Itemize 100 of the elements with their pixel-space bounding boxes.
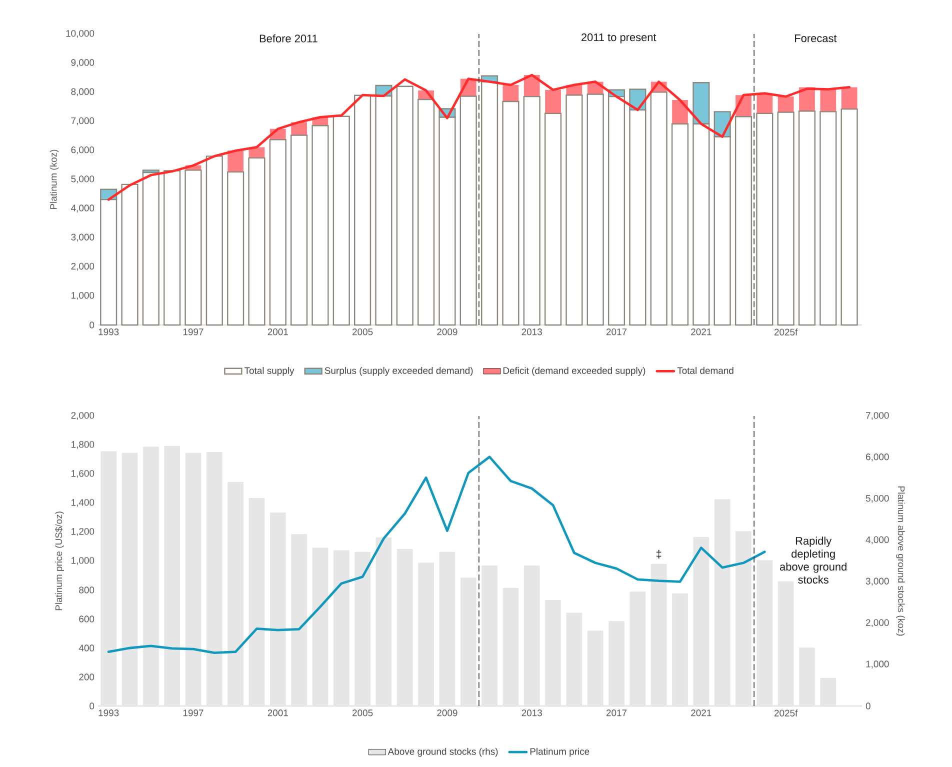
bar (820, 111, 837, 326)
bar (672, 100, 688, 124)
x-tick-label: 2001 (268, 710, 288, 716)
y-tick-label: 9,000 (71, 59, 94, 68)
x-tick-label: 1997 (183, 328, 204, 336)
bar (482, 566, 498, 706)
y-tick-label: 600 (79, 616, 94, 622)
y-axis-title: Platinum price (US$/oz) (54, 512, 64, 610)
bar (376, 537, 392, 706)
bar (460, 578, 476, 706)
bar (502, 588, 519, 706)
bar (248, 498, 265, 706)
bar (608, 621, 624, 706)
y-tick-label: 1,200 (72, 528, 94, 536)
bar (122, 452, 138, 706)
y-tick-label: 400 (78, 644, 94, 652)
bar (142, 446, 159, 706)
x-tick-label: 2013 (522, 328, 542, 336)
annotation: ‡ (656, 550, 662, 559)
bar (650, 564, 667, 706)
y-tick-label: 2,000 (71, 262, 94, 271)
bar (650, 92, 668, 326)
bar (354, 94, 372, 326)
bar (756, 560, 773, 706)
bar (354, 552, 370, 706)
bar (672, 593, 688, 706)
annotation: 2011 to present (582, 33, 656, 44)
y-tick-label: 2,000 (71, 412, 94, 420)
y2-tick-label: 3,000 (866, 578, 889, 586)
bar (778, 581, 794, 706)
y-tick-label: 1,600 (72, 470, 94, 478)
bar (228, 482, 244, 706)
y-tick-label: 1,000 (72, 557, 94, 565)
legend-label: Total supply (244, 367, 294, 376)
x-tick-label: 2021 (691, 328, 712, 336)
bar (269, 139, 286, 326)
x-tick-label: 1997 (183, 710, 204, 716)
bar (736, 531, 752, 706)
bar (121, 184, 138, 326)
bar (544, 112, 562, 326)
y-tick-label: 10,000 (66, 30, 94, 38)
y-tick-label: 0 (90, 322, 94, 328)
bar (524, 566, 540, 706)
bar (820, 678, 836, 706)
bar (502, 84, 519, 102)
x-tick-label: 2025f (774, 710, 798, 716)
bar (418, 562, 434, 706)
bar (756, 93, 773, 114)
y-tick-label: 8,000 (71, 88, 94, 96)
line-series (107, 74, 851, 201)
x-tick-label: 1993 (98, 328, 119, 336)
y-tick-label: 6,000 (71, 146, 94, 154)
bar (502, 100, 520, 326)
legend-label: Surplus (supply exceeded demand) (324, 367, 473, 376)
y2-tick-label: 5,000 (866, 494, 889, 503)
bar (840, 108, 858, 326)
x-tick-label: 2021 (691, 710, 712, 716)
bar (566, 612, 582, 706)
legend-label: Above ground stocks (rhs) (388, 748, 498, 757)
annotation: Before 2011 (260, 34, 318, 42)
x-tick-label: 2017 (606, 710, 627, 716)
bar (734, 116, 752, 326)
line-series (107, 456, 766, 654)
y-tick-label: 1,000 (72, 292, 94, 300)
x-tick-label: 2017 (606, 328, 627, 336)
bar (566, 94, 583, 326)
x-tick-label: 2005 (352, 328, 373, 336)
y-tick-label: 200 (79, 674, 94, 680)
bar (270, 512, 286, 706)
y-tick-label: 5,000 (71, 176, 94, 184)
bar (312, 125, 329, 326)
y2-axis-title: Platinum above ground stocks (koz) (896, 486, 905, 636)
legend-label: Deficit (demand exceeded supply) (503, 367, 646, 376)
annotation: Rapidly depleting above ground stocks (780, 536, 846, 584)
bar (100, 451, 117, 706)
y-tick-label: 0 (90, 702, 94, 710)
bar (333, 550, 350, 706)
y-tick-label: 800 (79, 586, 94, 594)
y-tick-label: 4,000 (71, 204, 94, 213)
bar (693, 536, 710, 706)
y-tick-label: 7,000 (71, 117, 94, 126)
y-tick-label: 3,000 (71, 234, 94, 242)
x-tick-label: 2001 (268, 328, 288, 336)
bar (332, 116, 350, 326)
x-tick-label: 1993 (98, 710, 119, 716)
x-tick-label: 2025f (774, 328, 798, 336)
y-tick-label: 1,800 (72, 441, 94, 449)
y2-tick-label: 4,000 (866, 536, 889, 544)
bar (290, 134, 308, 326)
bar (248, 157, 266, 326)
bar (291, 534, 307, 706)
bar (184, 170, 202, 326)
bar (523, 96, 540, 326)
x-tick-label: 2013 (522, 710, 542, 716)
annotation: Forecast (795, 34, 837, 42)
bar (396, 548, 413, 706)
bar (756, 112, 774, 326)
bar (798, 110, 816, 326)
x-tick-label: 2009 (437, 328, 458, 336)
bar (545, 90, 561, 114)
